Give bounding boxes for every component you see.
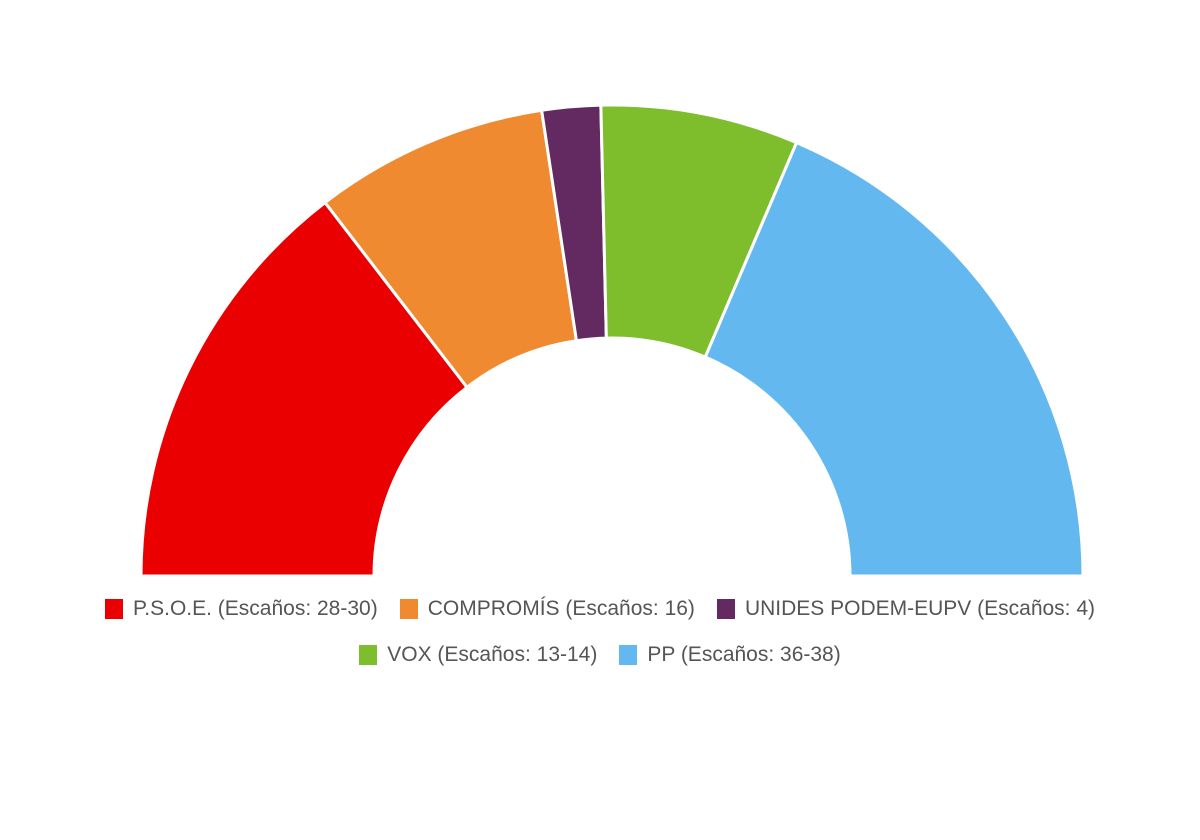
- legend-item-compromis[interactable]: COMPROMÍS (Escaños: 16): [399, 597, 695, 621]
- legend-swatch-pp: [619, 645, 638, 665]
- legend-item-pp[interactable]: PP (Escaños: 36-38): [619, 643, 841, 667]
- legend-item-vox[interactable]: VOX (Escaños: 13-14): [359, 643, 597, 667]
- legend-label-pp: PP (Escaños: 36-38): [647, 643, 841, 666]
- legend-item-psoe[interactable]: P.S.O.E. (Escaños: 28-30): [104, 597, 378, 621]
- arc-p-s-o-e-[interactable]: [139, 200, 470, 578]
- legend-swatch-vox: [359, 645, 378, 665]
- legend-item-unides-podem[interactable]: UNIDES PODEM-EUPV (Escaños: 4): [716, 597, 1096, 621]
- legend-swatch-psoe: [104, 599, 123, 619]
- legend-label-vox: VOX (Escaños: 13-14): [387, 643, 598, 666]
- legend-swatch-compromis: [399, 599, 418, 619]
- legend-label-psoe: P.S.O.E. (Escaños: 28-30): [132, 597, 378, 620]
- legend-swatch-unides-podem: [716, 599, 735, 619]
- legend-row-1: P.S.O.E. (Escaños: 28-30) COMPROMÍS (Esc…: [0, 597, 1200, 621]
- legend-label-unides-podem: UNIDES PODEM-EUPV (Escaños: 4): [744, 597, 1096, 620]
- legend-label-compromis: COMPROMÍS (Escaños: 16): [427, 597, 695, 620]
- arc-pp[interactable]: [703, 140, 1085, 578]
- legend-row-2: VOX (Escaños: 13-14) PP (Escaños: 36-38): [0, 643, 1200, 667]
- chart-arcs: [139, 103, 1085, 578]
